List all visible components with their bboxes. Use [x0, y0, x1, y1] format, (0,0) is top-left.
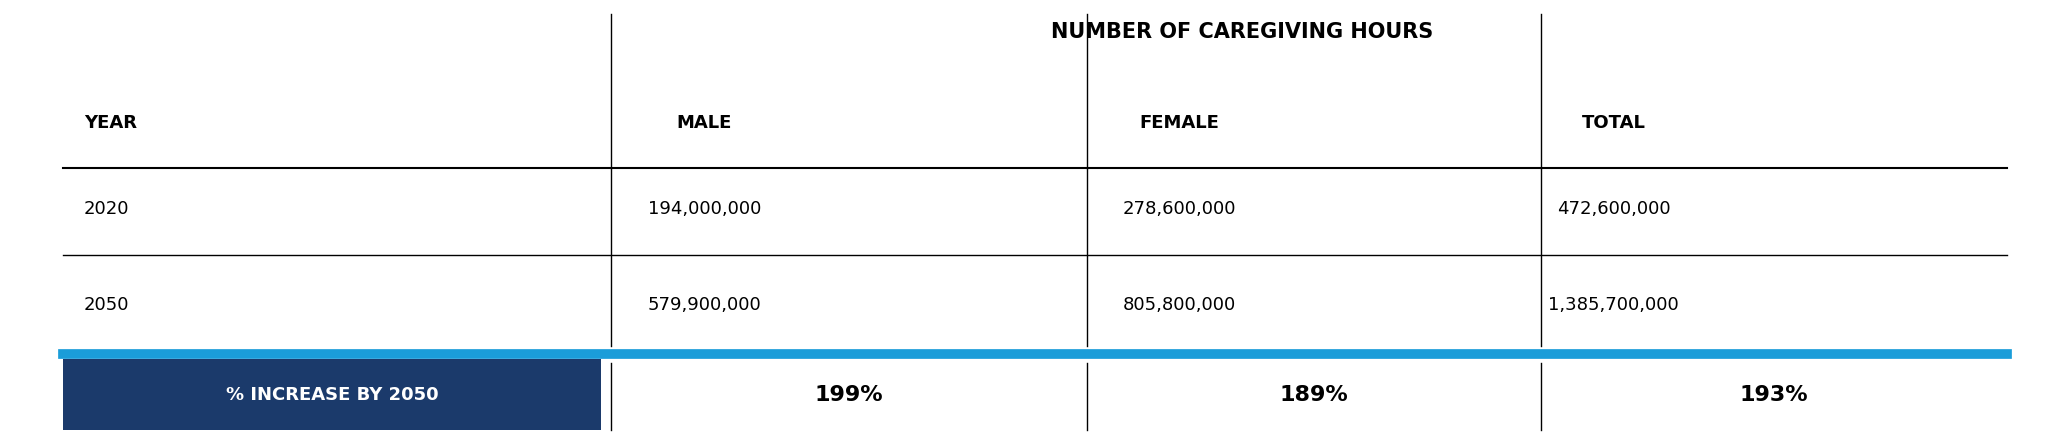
Text: % INCREASE BY 2050: % INCREASE BY 2050 — [226, 385, 439, 404]
Text: NUMBER OF CAREGIVING HOURS: NUMBER OF CAREGIVING HOURS — [1052, 22, 1432, 42]
Text: MALE: MALE — [677, 114, 733, 132]
Text: 189%: 189% — [1279, 385, 1348, 405]
Text: FEMALE: FEMALE — [1141, 114, 1219, 132]
Text: YEAR: YEAR — [85, 114, 137, 132]
Text: 579,900,000: 579,900,000 — [648, 296, 762, 313]
Text: 194,000,000: 194,000,000 — [648, 200, 762, 218]
Text: 193%: 193% — [1739, 385, 1809, 405]
Text: 199%: 199% — [816, 385, 884, 405]
Text: 472,600,000: 472,600,000 — [1557, 200, 1670, 218]
Text: 2050: 2050 — [85, 296, 130, 313]
Text: 805,800,000: 805,800,000 — [1124, 296, 1236, 313]
Text: 1,385,700,000: 1,385,700,000 — [1548, 296, 1679, 313]
Text: 278,600,000: 278,600,000 — [1122, 200, 1236, 218]
Text: TOTAL: TOTAL — [1581, 114, 1646, 132]
Text: 2020: 2020 — [85, 200, 130, 218]
FancyBboxPatch shape — [64, 359, 600, 430]
